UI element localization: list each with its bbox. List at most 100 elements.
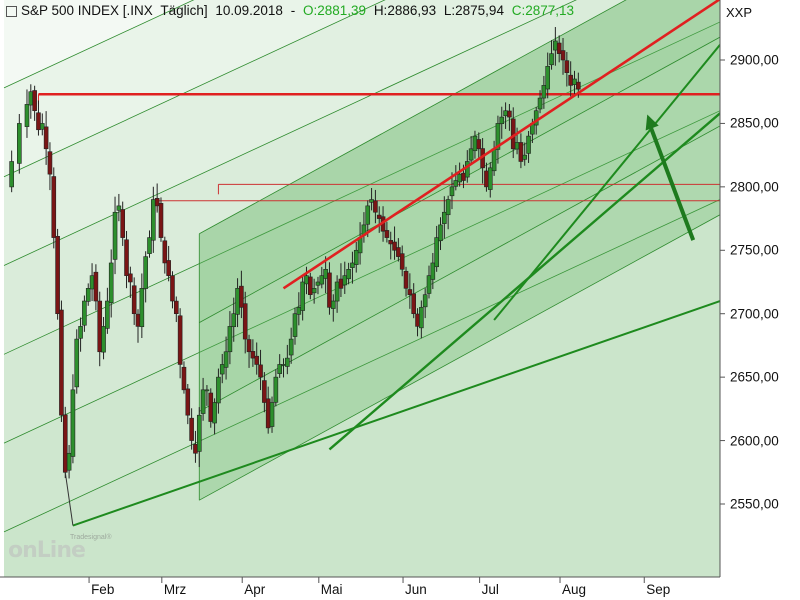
- instrument-name: S&P 500 INDEX [.INX: [21, 3, 153, 18]
- arrow-shaft: [649, 127, 696, 241]
- candle-body: [66, 452, 72, 471]
- candle-body: [330, 300, 336, 309]
- arrow-head: [645, 114, 659, 131]
- candle-body: [51, 176, 57, 238]
- inner-channel-band: [199, 0, 720, 323]
- outer-channel-band: [4, 110, 720, 577]
- candle-body: [442, 211, 447, 224]
- candle-body: [503, 110, 508, 117]
- candle-body: [70, 389, 76, 457]
- inner-channel-band: [199, 37, 720, 412]
- y-tick-label: 2600,00: [730, 433, 779, 449]
- outer-channel-band: [4, 199, 720, 577]
- candle-body: [499, 116, 505, 125]
- trend-line: [493, 44, 720, 321]
- candle-body: [399, 253, 405, 270]
- candle-body: [273, 376, 279, 403]
- candle-body: [315, 281, 321, 286]
- candle-body: [258, 364, 263, 378]
- candle-body: [300, 281, 305, 311]
- candle-body: [453, 180, 459, 187]
- candle-body: [143, 256, 148, 289]
- candle-body: [235, 288, 240, 315]
- candle-body: [227, 326, 233, 353]
- candle-body: [396, 247, 401, 257]
- candle-body: [541, 85, 547, 99]
- candle-body: [112, 211, 118, 260]
- candle-body: [308, 276, 313, 295]
- candle-body: [32, 90, 37, 112]
- candle-body: [445, 199, 451, 216]
- candle-body: [219, 364, 225, 375]
- x-tick-label: Mrz: [163, 582, 187, 597]
- candle-body: [208, 392, 214, 422]
- candle-body: [231, 313, 237, 328]
- candle-body: [262, 380, 267, 403]
- candle-body: [246, 339, 252, 353]
- candle-body: [39, 123, 45, 130]
- candle-body: [223, 351, 229, 368]
- outer-channel-band: [4, 21, 720, 577]
- trend-line: [282, 0, 720, 290]
- candle-body: [242, 303, 248, 340]
- candle-body: [319, 275, 325, 285]
- candle-body: [419, 307, 424, 329]
- candle-body: [311, 288, 317, 294]
- candle-body: [507, 110, 512, 118]
- candle-body: [89, 275, 95, 290]
- candle-body: [154, 198, 160, 207]
- candle-body: [457, 173, 462, 183]
- y-tick-label: 2800,00: [730, 179, 779, 195]
- candle-body: [422, 294, 428, 308]
- candle-body: [376, 214, 382, 219]
- candle-body: [196, 414, 202, 452]
- candle-body: [47, 151, 53, 175]
- candle-body: [518, 142, 524, 162]
- candle-body: [411, 293, 416, 315]
- date-label: 10.09.2018: [215, 3, 283, 18]
- candle-body: [288, 338, 294, 356]
- candle-body: [407, 289, 413, 295]
- candle-body: [526, 135, 531, 154]
- candle-body: [491, 148, 497, 172]
- candle-body: [468, 148, 474, 161]
- candle-body: [28, 91, 34, 106]
- candle-body: [265, 398, 271, 429]
- candle-body: [296, 307, 302, 315]
- period-label: Täglich]: [160, 3, 208, 18]
- candle-body: [568, 74, 573, 86]
- candle-body: [193, 444, 198, 454]
- candle-body: [151, 199, 156, 241]
- candle-body: [338, 278, 344, 289]
- candle-body: [85, 288, 91, 302]
- candle-body: [549, 53, 554, 66]
- logo-text: onLine: [8, 538, 86, 563]
- candle-body: [353, 249, 359, 265]
- candle-body: [254, 355, 260, 365]
- candle-body: [139, 288, 145, 328]
- candle-body: [281, 364, 286, 366]
- candle-body: [239, 285, 244, 308]
- x-tick-label: Apr: [244, 582, 266, 597]
- candle-body: [212, 402, 217, 424]
- trend-line: [72, 300, 720, 527]
- y-tick-label: 2750,00: [730, 242, 779, 258]
- x-tick-label: Aug: [562, 582, 587, 597]
- candle-body: [514, 142, 520, 150]
- candle-body: [269, 402, 275, 427]
- candle-body: [17, 123, 22, 164]
- x-tick-label: Jun: [405, 582, 427, 597]
- candle-body: [200, 389, 206, 414]
- candle-body: [105, 300, 110, 329]
- y-tick-label: 2900,00: [730, 52, 779, 68]
- candle-body: [128, 273, 133, 283]
- candle-body: [177, 315, 183, 365]
- outer-channel-band: [4, 0, 720, 577]
- candle-body: [472, 135, 478, 152]
- high-value: H:2886,93: [373, 3, 437, 18]
- plot-area: [3, 0, 720, 577]
- candle-body: [522, 154, 528, 160]
- y-tick-label: 2850,00: [730, 115, 779, 131]
- candle-body: [533, 110, 539, 126]
